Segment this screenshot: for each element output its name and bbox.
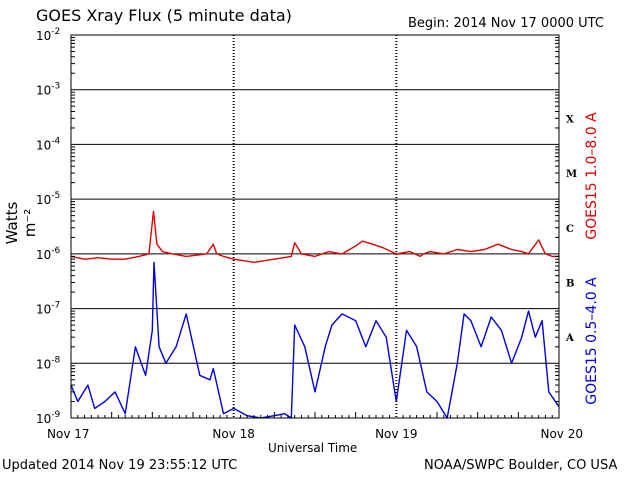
y-tick-label: 10-7 (36, 301, 60, 317)
series-line-long (70, 210, 559, 263)
y-tick-label: 10-6 (36, 246, 61, 262)
y-tick-label: 10-9 (36, 410, 61, 426)
credit-text: NOAA/SWPC Boulder, CO USA (424, 458, 618, 473)
series-line-short (70, 261, 560, 419)
flare-class-label: M (566, 169, 577, 180)
axis-layer: 10-9 10-8 10-7 10-6 10-5 10-4 10-3 10-2 Nov 17 No… (36, 27, 583, 441)
y-tick-label: 10-4 (36, 136, 61, 152)
series-layer (70, 210, 560, 419)
updated-time: Updated 2014 Nov 19 23:55:12 UTC (2, 458, 238, 473)
grid-layer (71, 35, 559, 418)
x-tick-label: Nov 17 (47, 427, 90, 441)
y-tick-label: 10-3 (36, 82, 60, 98)
x-tick-label: Nov 18 (212, 427, 255, 441)
flare-class-label: C (566, 224, 574, 235)
x-axis-label: Universal Time (268, 441, 358, 455)
y-tick-label: 10-8 (36, 355, 61, 371)
y-tick-label: 10-5 (36, 191, 60, 207)
x-tick-label: Nov 20 (540, 427, 583, 441)
begin-time: Begin: 2014 Nov 17 0000 UTC (408, 16, 604, 31)
page-title: GOES Xray Flux (5 minute data) (36, 6, 292, 25)
plot-frame (70, 34, 560, 419)
flare-class-label: A (565, 333, 574, 344)
flare-class-label: B (566, 278, 574, 289)
flare-class-label: X (566, 114, 574, 125)
y-tick-label: 10-2 (36, 27, 60, 43)
x-tick-label: Nov 19 (375, 427, 418, 441)
